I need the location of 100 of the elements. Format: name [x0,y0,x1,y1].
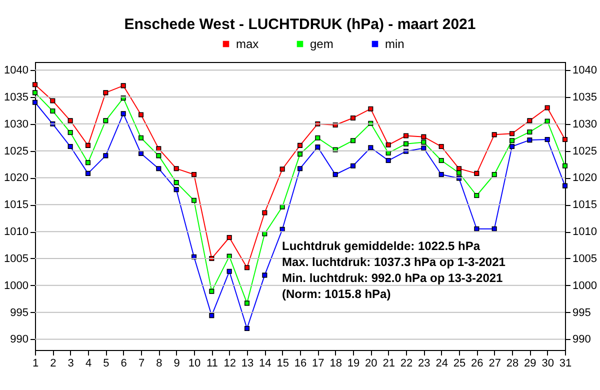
x-tick-label: 5 [103,358,110,370]
x-tick-label: 29 [524,358,536,370]
point [438,144,444,150]
y2-tick-label: 1030 [572,118,597,130]
point [544,136,550,142]
point [368,106,374,112]
point [138,150,144,156]
x-tick-label: 28 [506,358,519,370]
point [492,172,497,178]
x-tick-label: 21 [382,358,395,370]
point [403,133,409,138]
point [103,90,108,96]
y-tick-label: 990 [10,334,28,346]
point [103,118,108,124]
point [244,326,250,331]
point [456,166,462,172]
point [68,118,73,124]
point [509,131,515,136]
y2-tick-label: 1010 [572,226,597,238]
point [297,142,303,148]
point [297,152,303,157]
point [403,141,409,146]
point [174,187,179,192]
point [50,98,56,104]
point [68,144,73,150]
x-tick-label: 26 [471,358,484,370]
x-tick-label: 4 [85,358,92,370]
point [527,138,532,143]
point [438,172,444,178]
point [32,100,38,105]
x-tick-label: 12 [224,358,236,370]
point [174,166,179,172]
y-tick-label: 1025 [4,145,28,158]
y2-tick-label: 1035 [572,91,597,104]
y-tick-label: 995 [10,306,28,319]
annotation: Max. luchtdruk: 1037.3 hPa op 1-3-2021 [282,255,506,269]
point [32,90,38,96]
y2-tick-label: 990 [572,334,591,346]
y-tick-label: 1000 [4,280,28,292]
x-tick-label: 10 [188,358,201,370]
point [562,183,568,188]
point [421,146,426,151]
y2-tick-label: 1005 [572,252,597,265]
legend-label: min [385,37,404,51]
point [280,166,285,172]
point [244,300,250,306]
point [156,166,162,172]
legend-label: max [236,37,259,51]
point [85,160,91,166]
point [191,172,197,178]
point [474,170,480,176]
point [438,158,444,164]
y2-tick-label: 1040 [572,64,597,77]
x-tick-label: 9 [174,358,180,370]
x-tick-label: 22 [400,358,413,370]
x-tick-label: 15 [276,358,289,370]
x-tick-label: 25 [453,358,466,370]
y-tick-label: 1030 [4,118,28,130]
point [315,144,320,150]
y-tick-label: 1035 [4,91,28,104]
point [156,146,162,152]
x-tick-label: 24 [436,358,448,370]
x-tick-label: 17 [312,358,324,370]
x-tick-label: 6 [120,358,127,370]
point [474,192,480,198]
y-tick-label: 1005 [4,252,28,265]
legend-label: gem [310,37,334,51]
point [544,105,550,110]
chart-title: Enschede West - LUCHTDRUK (hPa) - maart 2021 [124,16,476,33]
point [209,313,214,318]
point [456,170,462,176]
point [368,145,374,150]
point [226,234,232,240]
y-tick-label: 1010 [4,226,28,238]
point [562,136,568,142]
point [209,288,214,294]
point [509,138,515,144]
y-tick-label: 1015 [4,199,28,212]
x-tick-label: 1 [32,358,39,370]
y2-tick-label: 1020 [572,172,597,184]
point [226,268,232,274]
annotation: Min. luchtdruk: 992.0 hPa op 13-3-2021 [282,271,504,285]
point [50,108,56,114]
x-tick-label: 2 [50,358,56,370]
point [421,140,426,145]
annotation: Luchtdruk gemiddelde: 1022.5 hPa [282,239,480,253]
annotation: (Norm: 1015.8 hPa) [282,287,391,301]
x-tick-label: 16 [294,358,307,370]
point [138,135,144,140]
x-tick-label: 3 [68,358,74,370]
x-tick-label: 18 [330,358,342,370]
x-tick-label: 11 [206,358,218,370]
point [120,83,126,88]
point [315,135,320,140]
point [103,153,108,158]
point [68,130,73,136]
x-tick-label: 23 [418,358,430,370]
point [138,112,144,118]
point [509,144,515,150]
point [174,180,179,186]
